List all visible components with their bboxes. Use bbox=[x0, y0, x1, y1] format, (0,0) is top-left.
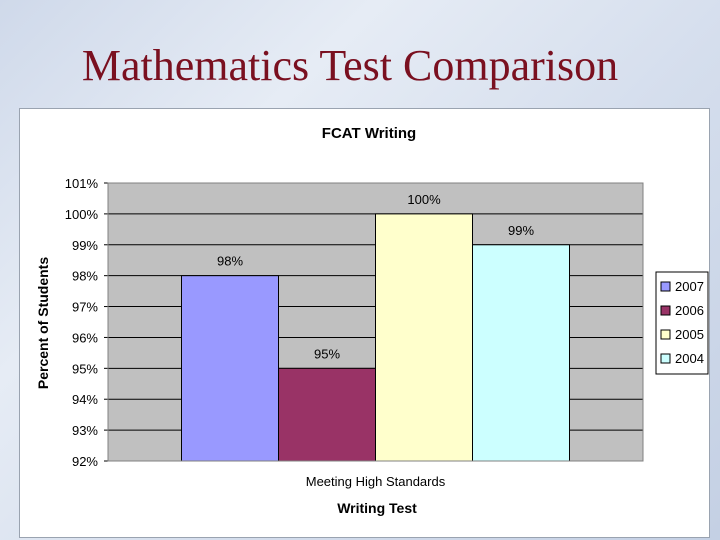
bar-2006 bbox=[278, 367, 376, 462]
data-label-2004: 99% bbox=[508, 223, 534, 238]
x-category-label: Meeting High Standards bbox=[306, 474, 446, 489]
y-axis-title: Percent of Students bbox=[35, 257, 51, 389]
legend-swatch-2004 bbox=[660, 353, 671, 364]
x-axis-title: Writing Test bbox=[337, 500, 417, 516]
plot-border bbox=[107, 182, 644, 462]
y-tick-label: 94% bbox=[72, 392, 98, 407]
data-label-2005: 100% bbox=[407, 192, 441, 207]
y-tick-label: 95% bbox=[72, 361, 98, 376]
legend-label-2004: 2004 bbox=[675, 351, 704, 366]
y-tick-label: 99% bbox=[72, 238, 98, 253]
legend-label-2006: 2006 bbox=[675, 303, 704, 318]
y-tick-label: 98% bbox=[72, 269, 98, 284]
bar-chart: FCAT Writing 92% 93% 94% 95% 96% 97% 98% 99% 100… bbox=[35, 125, 709, 516]
legend-swatch-2007 bbox=[660, 281, 671, 292]
legend-swatch-2005 bbox=[660, 329, 671, 340]
bar-2005 bbox=[375, 213, 473, 462]
y-tick-label: 97% bbox=[72, 300, 98, 315]
legend-label-2005: 2005 bbox=[675, 327, 704, 342]
y-tick-label: 100% bbox=[65, 207, 99, 222]
plot-area: 92% 93% 94% 95% 96% 97% 98% 99% 100% 101% 98% 95% 10… bbox=[65, 176, 644, 489]
legend: 2007 2006 2005 2004 bbox=[655, 271, 709, 375]
slide-title: Mathematics Test Comparison bbox=[81, 41, 619, 90]
y-tick-label: 96% bbox=[72, 330, 98, 345]
y-tick-label: 92% bbox=[72, 454, 98, 469]
legend-label-2007: 2007 bbox=[675, 279, 704, 294]
chart-panel: FCAT Writing 92% 93% 94% 95% 96% 97% 98% 99% 100… bbox=[19, 108, 710, 538]
bar-2007 bbox=[181, 275, 279, 462]
data-label-2007: 98% bbox=[217, 254, 243, 269]
y-tick-label: 93% bbox=[72, 423, 98, 438]
y-tick-label: 101% bbox=[65, 176, 99, 191]
bar-2004 bbox=[472, 244, 570, 462]
data-label-2006: 95% bbox=[314, 346, 340, 361]
chart-title: FCAT Writing bbox=[322, 125, 416, 142]
legend-swatch-2006 bbox=[660, 305, 671, 316]
